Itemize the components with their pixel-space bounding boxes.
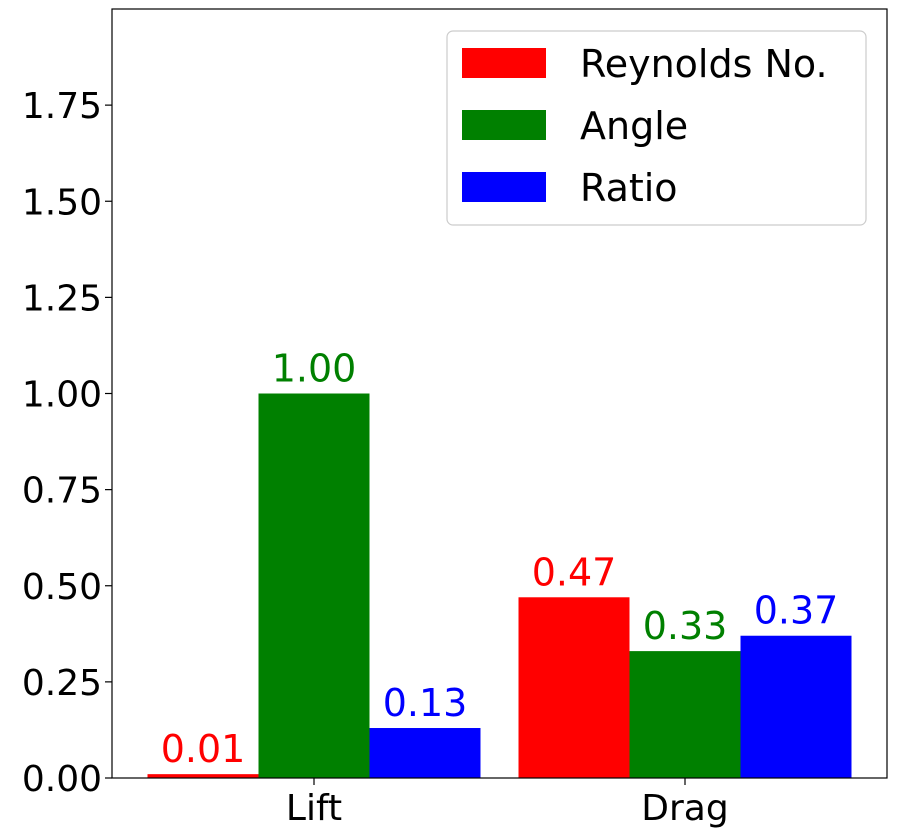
y-tick-label: 1.00 bbox=[22, 375, 102, 416]
x-axis: Lift Drag bbox=[286, 778, 729, 829]
x-tick-label: Lift bbox=[286, 788, 342, 829]
legend: Reynolds No. Angle Ratio bbox=[446, 30, 867, 226]
legend-swatch bbox=[462, 48, 546, 78]
data-label: 1.00 bbox=[272, 347, 357, 391]
legend-label: Ratio bbox=[580, 166, 678, 210]
bar-lift-reynolds-no bbox=[147, 774, 259, 778]
legend-label: Angle bbox=[580, 104, 688, 148]
y-tick-label: 1.75 bbox=[22, 86, 102, 127]
data-labels: 0.01 1.00 0.13 0.47 0.33 0.37 bbox=[161, 347, 839, 772]
y-tick-label: 1.25 bbox=[22, 278, 102, 319]
legend-swatch bbox=[462, 110, 546, 140]
bar-lift-ratio bbox=[369, 728, 481, 778]
data-label: 0.13 bbox=[383, 681, 468, 725]
y-tick-label: 0.75 bbox=[22, 471, 102, 512]
bar-lift-angle bbox=[258, 393, 370, 778]
data-label: 0.47 bbox=[532, 550, 617, 594]
y-axis: 0.00 0.25 0.50 0.75 1.00 1.25 1.50 1.75 bbox=[22, 86, 112, 800]
y-tick-label: 0.50 bbox=[22, 567, 102, 608]
bar-drag-angle bbox=[629, 651, 741, 778]
data-label: 0.37 bbox=[754, 589, 839, 633]
y-tick-label: 1.50 bbox=[22, 182, 102, 223]
data-label: 0.33 bbox=[643, 604, 728, 648]
bars bbox=[147, 393, 852, 778]
bar-drag-reynolds-no bbox=[518, 597, 630, 778]
legend-box bbox=[446, 30, 867, 226]
legend-swatch bbox=[462, 172, 546, 202]
y-tick-label: 0.25 bbox=[22, 663, 102, 704]
data-label: 0.01 bbox=[161, 727, 246, 771]
plot-frame bbox=[111, 8, 888, 779]
legend-label: Reynolds No. bbox=[580, 42, 828, 86]
bar-drag-ratio bbox=[740, 635, 852, 778]
y-tick-label: 0.00 bbox=[22, 759, 102, 800]
x-tick-label: Drag bbox=[641, 788, 728, 829]
